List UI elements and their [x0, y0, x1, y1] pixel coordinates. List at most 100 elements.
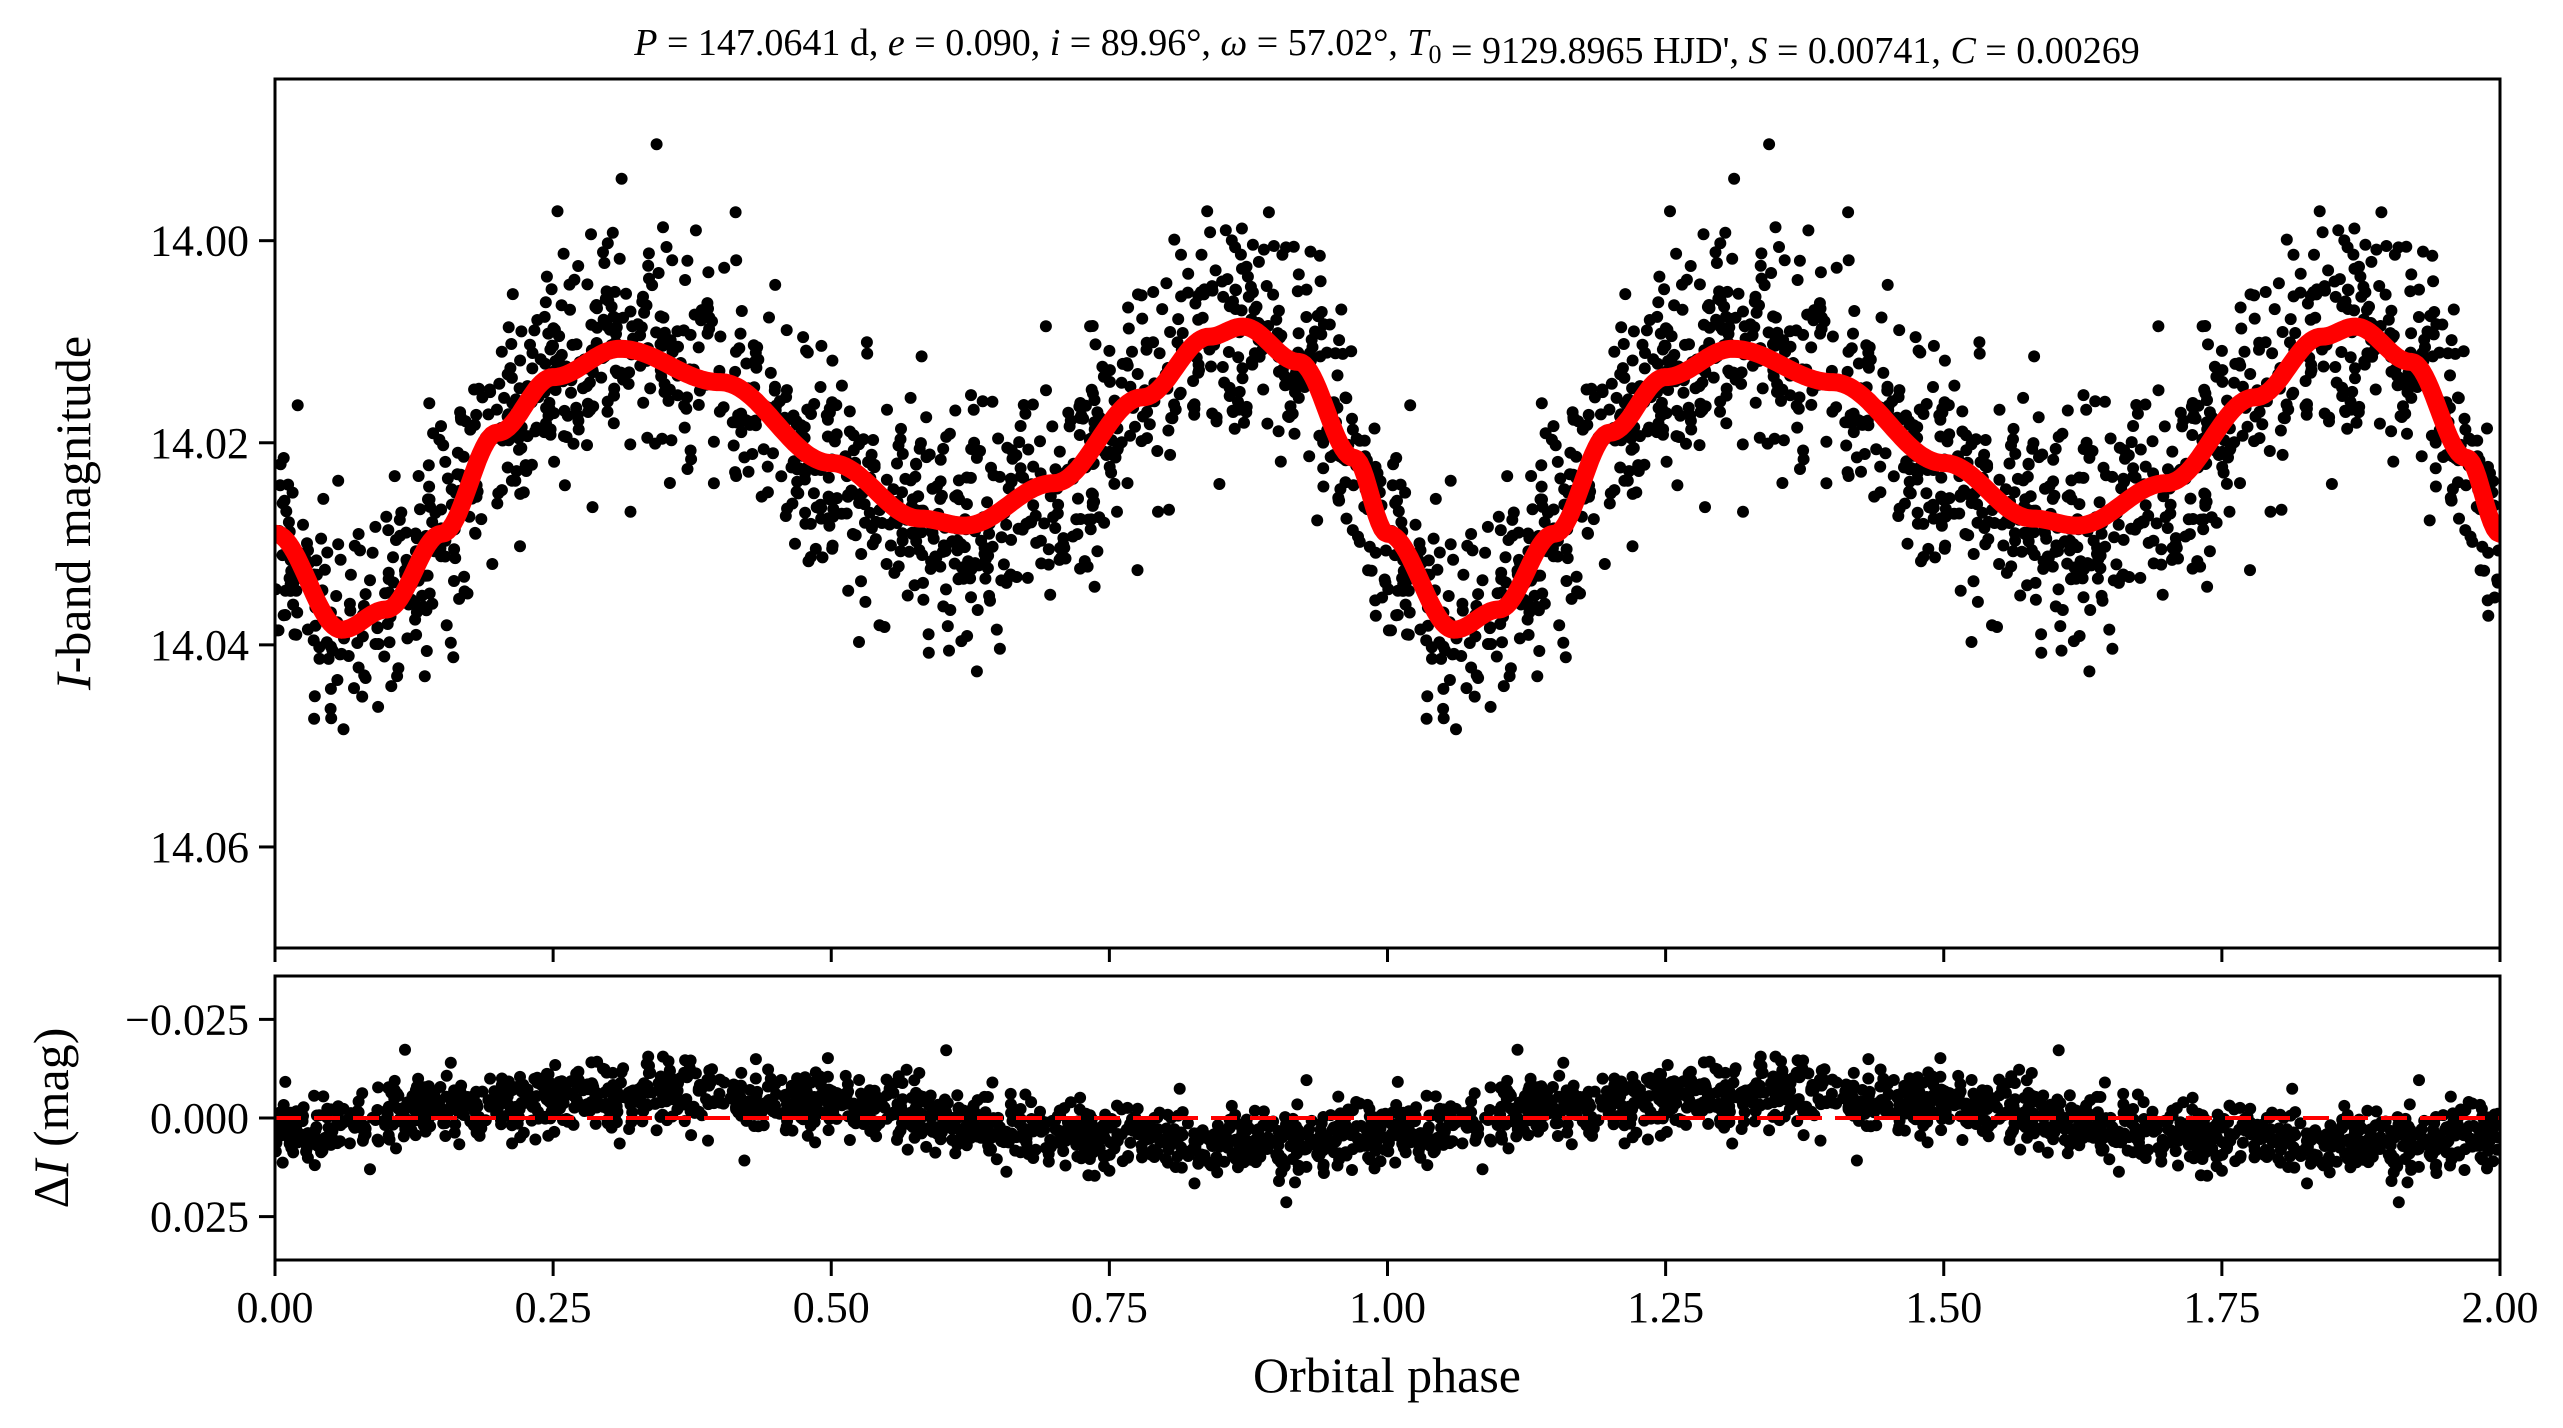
observation-point [1081, 560, 1094, 573]
observation-point [1634, 430, 1646, 443]
observation-point [310, 554, 323, 567]
observation-point [2220, 477, 2233, 490]
residual-point [1952, 1069, 1965, 1082]
observation-point [853, 438, 865, 451]
observation-point [1039, 320, 1052, 333]
observation-point [1993, 473, 2006, 486]
observation-point [548, 323, 561, 336]
observation-point [2117, 472, 2130, 485]
observation-point [568, 273, 581, 286]
observation-point [540, 417, 552, 430]
observation-point [2452, 392, 2465, 405]
observation-point [993, 642, 1006, 655]
observation-point [2095, 589, 2108, 602]
observation-point [2249, 410, 2262, 423]
observation-point [976, 395, 989, 408]
observation-point [917, 593, 930, 606]
observation-point [1156, 303, 1169, 316]
residual-point [1097, 1151, 1110, 1163]
observation-point [1596, 383, 1609, 396]
observation-point [1965, 438, 1978, 451]
observation-point [1135, 435, 1148, 448]
observation-point [1152, 505, 1164, 518]
residual-point [2186, 1103, 2199, 1116]
observation-point [1151, 445, 1164, 457]
residual-point [1273, 1175, 1285, 1187]
observation-point [539, 357, 552, 370]
observation-point [1000, 518, 1013, 531]
observation-point [551, 205, 564, 218]
residual-point [285, 1141, 298, 1154]
observation-point [1935, 519, 1948, 532]
observation-point [1755, 247, 1768, 260]
observation-point [423, 480, 436, 493]
observation-point [1657, 428, 1669, 441]
observation-point [937, 600, 950, 613]
observation-point [418, 670, 431, 683]
residual-point [2210, 1151, 2223, 1163]
observation-point [1661, 323, 1674, 336]
observation-point [1993, 403, 2006, 416]
observation-point [1147, 336, 1160, 349]
residual-point [839, 1087, 852, 1100]
residual-point [2428, 1117, 2441, 1130]
observation-point [1797, 453, 1810, 466]
observation-point [679, 274, 692, 286]
observation-point [1484, 621, 1497, 634]
residual-point [2401, 1176, 2414, 1189]
observation-point [1267, 288, 1280, 301]
observation-point [1442, 590, 1455, 602]
residual-point [1532, 1125, 1545, 1138]
observation-point [1422, 554, 1435, 567]
residual-point [1559, 1099, 1572, 1112]
observation-point [1756, 382, 1769, 395]
residual-point [2404, 1123, 2417, 1136]
residual-point [1051, 1136, 1064, 1149]
observation-point [1557, 636, 1570, 649]
residual-point [1122, 1150, 1135, 1162]
observation-point [308, 712, 321, 725]
observation-point [324, 702, 337, 715]
observation-point [2108, 531, 2121, 544]
observation-point [1877, 366, 1890, 379]
observation-point [943, 644, 955, 657]
observation-point [1652, 296, 1665, 309]
observation-point [792, 487, 805, 500]
observation-point [1450, 723, 1462, 736]
observation-point [558, 479, 571, 492]
observation-point [469, 527, 482, 540]
residual-point [926, 1125, 939, 1138]
observation-point [1086, 387, 1099, 400]
observation-point [1626, 382, 1639, 395]
observation-point [597, 246, 609, 259]
observation-point [1289, 386, 1301, 399]
residual-point [2373, 1142, 2386, 1155]
observation-point [2491, 576, 2500, 589]
observation-point [692, 398, 705, 411]
observation-point [2202, 338, 2214, 351]
observation-point [322, 652, 335, 665]
residual-point [277, 1099, 290, 1111]
residual-point [901, 1143, 914, 1156]
residual-point [2329, 1124, 2342, 1137]
observation-point [1270, 313, 1283, 326]
observation-point [2070, 572, 2082, 585]
observation-point [1927, 512, 1940, 525]
residual-point [2039, 1125, 2051, 1138]
observation-point [2017, 391, 2030, 404]
observation-point [735, 426, 748, 439]
observation-point [1737, 305, 1749, 318]
observation-point [1216, 275, 1229, 288]
observation-point [372, 700, 385, 713]
observation-point [2049, 600, 2062, 613]
observation-point [713, 405, 726, 418]
observation-point [571, 409, 584, 422]
observation-point [815, 339, 828, 352]
observation-point [769, 380, 781, 393]
observation-point [2259, 336, 2272, 349]
observation-point [1697, 228, 1710, 241]
observation-point [666, 254, 679, 267]
residual-point [1921, 1136, 1934, 1149]
observation-point [2474, 564, 2487, 577]
observation-point [1116, 357, 1129, 370]
